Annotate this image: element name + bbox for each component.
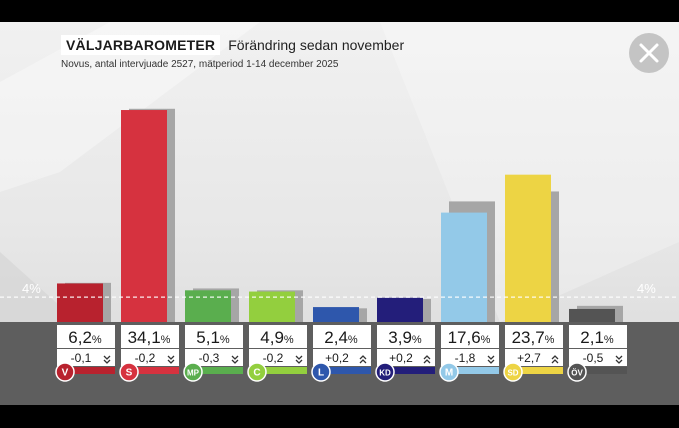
value-label: 2,1% bbox=[580, 328, 614, 347]
value-box bbox=[441, 325, 499, 348]
bar-chart: 4% 4%6,2%-0,1V34,1%-0,2S5,1%-0,3MP4,9%-0,… bbox=[0, 108, 679, 405]
close-icon bbox=[639, 43, 659, 63]
party-badge bbox=[247, 362, 267, 382]
party-color-strip bbox=[449, 367, 499, 374]
category-label: SD bbox=[507, 369, 518, 378]
category-label: S bbox=[126, 368, 133, 379]
chevron-up-icon bbox=[359, 355, 367, 364]
change-box bbox=[569, 349, 627, 366]
change-label: -0,2 bbox=[135, 351, 156, 365]
party-color-strip bbox=[65, 367, 115, 374]
change-box bbox=[313, 349, 371, 366]
survey-info: Novus, antal intervjuade 2527, mätperiod… bbox=[61, 59, 339, 70]
party-badge bbox=[503, 362, 523, 382]
close-button[interactable] bbox=[629, 33, 669, 73]
value-box bbox=[313, 325, 371, 348]
party-badge bbox=[311, 362, 331, 382]
change-label: -0,1 bbox=[71, 351, 92, 365]
change-box bbox=[185, 349, 243, 366]
party-color-strip bbox=[513, 367, 563, 374]
change-box bbox=[377, 349, 435, 366]
party-color-strip bbox=[577, 367, 627, 374]
value-label: 5,1% bbox=[196, 328, 230, 347]
change-label: -1,8 bbox=[455, 351, 476, 365]
chevron-down-icon bbox=[615, 355, 623, 364]
value-label: 34,1% bbox=[128, 328, 171, 347]
value-box bbox=[57, 325, 115, 348]
chart-panel: 4% 4% 6,2% -0,1 V 34,1% -0,2 S 5,1% -0,3 MP 4,9% -0,… bbox=[0, 22, 679, 405]
chevron-down-icon bbox=[167, 355, 175, 364]
category-label: L bbox=[318, 368, 324, 379]
chart-header: VÄLJARBAROMETER Förändring sedan novembe… bbox=[61, 35, 404, 70]
value-label: 23,7% bbox=[512, 328, 555, 347]
value-box bbox=[185, 325, 243, 348]
party-badge bbox=[119, 362, 139, 382]
change-label: +0,2 bbox=[389, 351, 413, 365]
chevron-down-icon bbox=[487, 355, 495, 364]
value-label: 17,6% bbox=[448, 328, 491, 347]
party-color-strip bbox=[257, 367, 307, 374]
change-box bbox=[121, 349, 179, 366]
chevron-down-icon bbox=[103, 355, 111, 364]
party-badge bbox=[375, 362, 395, 382]
bar bbox=[57, 283, 103, 322]
bar bbox=[377, 297, 423, 322]
party-color-strip bbox=[193, 367, 243, 374]
category-label: MP bbox=[187, 369, 200, 378]
change-label: +0,2 bbox=[325, 351, 349, 365]
party-badge bbox=[567, 362, 587, 382]
value-box bbox=[121, 325, 179, 348]
party-color-strip bbox=[129, 367, 179, 374]
change-box bbox=[249, 349, 307, 366]
chevron-up-icon bbox=[423, 355, 431, 364]
bar bbox=[121, 110, 167, 322]
chart-subtitle: Förändring sedan november bbox=[228, 37, 405, 53]
value-label: 3,9% bbox=[388, 328, 422, 347]
bar bbox=[249, 291, 295, 322]
change-label: +2,7 bbox=[517, 351, 541, 365]
value-box bbox=[505, 325, 563, 348]
category-label: ÖV bbox=[571, 369, 583, 378]
bar bbox=[185, 290, 231, 322]
chart-title: VÄLJARBAROMETER bbox=[61, 35, 221, 55]
value-label: 4,9% bbox=[260, 328, 294, 347]
value-box bbox=[569, 325, 627, 348]
change-box bbox=[441, 349, 499, 366]
change-label: -0,2 bbox=[263, 351, 284, 365]
change-box bbox=[505, 349, 563, 366]
party-badge bbox=[55, 362, 75, 382]
threshold-label-right: 4% bbox=[637, 281, 656, 296]
bar bbox=[313, 307, 359, 322]
chevron-down-icon bbox=[231, 355, 239, 364]
chevron-up-icon bbox=[551, 355, 559, 364]
chevron-down-icon bbox=[295, 355, 303, 364]
party-color-strip bbox=[321, 367, 371, 374]
change-box bbox=[57, 349, 115, 366]
category-label: M bbox=[445, 368, 453, 379]
bar bbox=[569, 308, 615, 322]
value-label: 6,2% bbox=[68, 328, 102, 347]
party-badge bbox=[439, 362, 459, 382]
category-label: C bbox=[253, 368, 260, 379]
party-color-strip bbox=[385, 367, 435, 374]
change-label: -0,3 bbox=[199, 351, 220, 365]
value-box bbox=[377, 325, 435, 348]
threshold-label-left: 4% bbox=[22, 281, 41, 296]
category-label: V bbox=[62, 368, 69, 379]
party-badge bbox=[183, 362, 203, 382]
category-label: KD bbox=[379, 369, 391, 378]
value-label: 2,4% bbox=[324, 328, 358, 347]
bar bbox=[505, 174, 551, 322]
change-label: -0,5 bbox=[583, 351, 604, 365]
value-box bbox=[249, 325, 307, 348]
bar bbox=[441, 212, 487, 322]
